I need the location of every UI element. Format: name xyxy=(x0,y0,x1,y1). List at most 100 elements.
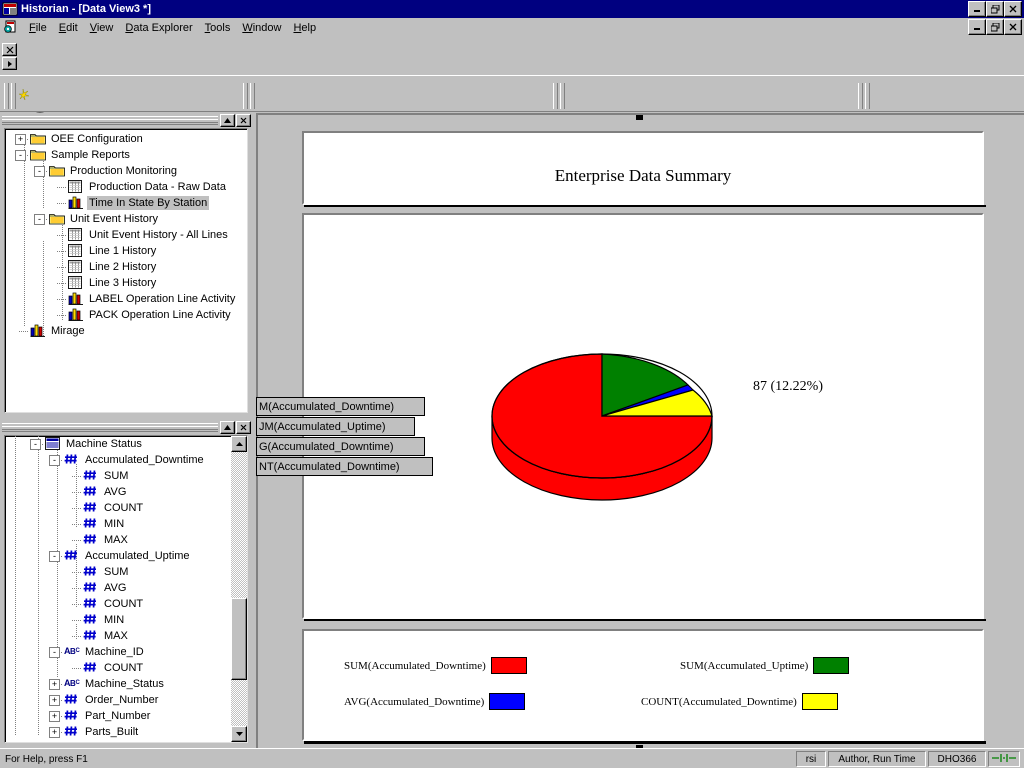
tree-node-label: OEE Configuration xyxy=(51,133,143,145)
legend-item[interactable]: SUM(Accumulated_Uptime) xyxy=(680,657,850,674)
tree-node[interactable]: COUNT xyxy=(83,500,145,516)
mdi-minimize-button[interactable] xyxy=(968,19,986,35)
tree-node[interactable]: Accumulated_Downtime xyxy=(64,452,206,468)
tree-collapse-button[interactable]: - xyxy=(34,166,45,177)
report-title-panel[interactable]: Enterprise Data Summary xyxy=(302,131,984,205)
series-label[interactable]: JM(Accumulated_Uptime) xyxy=(256,417,415,436)
reports-panel-grip[interactable] xyxy=(0,114,252,127)
tree-expand-button[interactable]: + xyxy=(49,727,60,738)
tree-node[interactable]: A B C Machine_ID xyxy=(64,644,146,660)
tree-collapse-button[interactable]: - xyxy=(15,150,26,161)
tree-node[interactable]: Part_Number xyxy=(64,708,152,724)
sparkle-icon xyxy=(18,88,32,105)
tree-node[interactable]: LABEL Operation Line Activity xyxy=(68,291,237,307)
tree-collapse-button[interactable]: - xyxy=(49,551,60,562)
tree-node[interactable]: Accumulated_Uptime xyxy=(64,548,192,564)
tree-node[interactable]: MIN xyxy=(83,612,126,628)
tree-node[interactable]: Production Monitoring xyxy=(49,163,179,179)
tree-node[interactable]: MAX xyxy=(83,532,130,548)
pie-chart-panel[interactable]: 87 (12.22%) xyxy=(302,213,984,619)
table-icon xyxy=(45,437,61,451)
toolbar-handle[interactable] xyxy=(2,41,17,71)
legend-item[interactable]: SUM(Accumulated_Downtime) xyxy=(344,657,527,674)
tree-node[interactable]: OEE Configuration xyxy=(30,131,145,147)
mdi-close-button[interactable] xyxy=(1004,19,1022,35)
reports-panel-close-button[interactable] xyxy=(236,114,251,127)
restore-button[interactable] xyxy=(986,1,1004,17)
legend-label: AVG(Accumulated_Downtime) xyxy=(344,695,485,708)
fields-tree[interactable]: - Machine Status - Accumulated_Downtime SUM A… xyxy=(4,435,248,743)
menu-help[interactable]: Help xyxy=(293,21,317,34)
tree-collapse-button[interactable]: - xyxy=(49,455,60,466)
tree-expand-button[interactable]: + xyxy=(49,695,60,706)
tree-expand-button[interactable]: + xyxy=(49,679,60,690)
tree-node[interactable]: PACK Operation Line Activity xyxy=(68,307,233,323)
legend-item[interactable]: AVG(Accumulated_Downtime) xyxy=(344,693,526,710)
reports-tree[interactable]: + OEE Configuration - Sample Reports - Produc… xyxy=(4,128,248,413)
tree-node[interactable]: Unit Event History - All Lines xyxy=(68,227,230,243)
tree-node-label: Parts_Built xyxy=(85,726,139,738)
tree-node-label: PACK Operation Line Activity xyxy=(89,309,231,321)
tree-node[interactable]: MIN xyxy=(83,516,126,532)
menu-data-explorer[interactable]: Data Explorer xyxy=(125,21,193,34)
menu-edit[interactable]: Edit xyxy=(58,21,78,34)
chart-legend-panel[interactable]: SUM(Accumulated_Downtime) AVG(Accumulate… xyxy=(302,629,984,741)
tree-connector xyxy=(57,315,67,316)
tree-node[interactable]: Line 1 History xyxy=(68,243,158,259)
menu-tools[interactable]: Tools xyxy=(204,21,231,34)
tree-collapse-button[interactable]: - xyxy=(34,214,45,225)
fields-panel-close-button[interactable] xyxy=(236,421,251,434)
tree-node[interactable]: COUNT xyxy=(83,660,145,676)
scroll-up-button[interactable] xyxy=(231,436,247,452)
tree-node[interactable]: AVG xyxy=(83,580,128,596)
tree-node[interactable]: AVG xyxy=(83,484,128,500)
minimize-button[interactable] xyxy=(968,1,986,17)
tree-node[interactable]: Mirage xyxy=(30,323,87,339)
series-label[interactable]: G(Accumulated_Downtime) xyxy=(256,437,425,456)
grid-icon xyxy=(68,276,84,290)
menu-view[interactable]: View xyxy=(89,21,114,34)
tree-node[interactable]: Line 2 History xyxy=(68,259,158,275)
scrollbar-thumb[interactable] xyxy=(231,598,247,680)
tree-collapse-button[interactable]: - xyxy=(30,439,41,450)
mdi-restore-button[interactable] xyxy=(986,19,1004,35)
tree-expand-button[interactable]: + xyxy=(49,711,60,722)
fields-panel-collapse-button[interactable] xyxy=(220,421,235,434)
tree-expand-button[interactable]: + xyxy=(15,134,26,145)
series-label[interactable]: NT(Accumulated_Downtime) xyxy=(256,457,433,476)
pie-chart[interactable] xyxy=(488,338,788,528)
tree-node[interactable]: Line 3 History xyxy=(68,275,158,291)
number-icon xyxy=(64,549,80,563)
close-button[interactable] xyxy=(1004,1,1022,17)
menu-window[interactable]: Window xyxy=(242,21,282,34)
tree-node[interactable]: Sample Reports xyxy=(30,147,132,163)
scrollbar-track[interactable] xyxy=(231,452,247,726)
tree-node[interactable]: A B C Machine_Status xyxy=(64,676,166,692)
legend-item[interactable]: COUNT(Accumulated_Downtime) xyxy=(641,693,838,710)
document-icon[interactable] xyxy=(3,20,19,35)
tree-node-label: COUNT xyxy=(104,662,144,674)
tree-node-label: Line 1 History xyxy=(89,245,157,257)
historian-icon xyxy=(2,2,18,16)
tree-node[interactable]: Production Data - Raw Data xyxy=(68,179,228,195)
tree-node[interactable]: Machine Status xyxy=(45,436,144,452)
grip-lines xyxy=(2,116,218,125)
menu-file[interactable]: File xyxy=(29,21,47,34)
svg-text:A: A xyxy=(64,646,71,656)
tree-connector xyxy=(72,524,82,525)
tree-node[interactable]: MAX xyxy=(83,628,130,644)
tree-node[interactable]: Time In State By Station xyxy=(68,195,210,211)
tree-node-label: Unit Event History xyxy=(70,213,159,225)
tree-node[interactable]: Order_Number xyxy=(64,692,160,708)
tree-collapse-button[interactable]: - xyxy=(49,647,60,658)
tree-node[interactable]: Unit Event History xyxy=(49,211,160,227)
tree-node[interactable]: COUNT xyxy=(83,596,145,612)
series-label[interactable]: M(Accumulated_Downtime) xyxy=(256,397,425,416)
scroll-down-button[interactable] xyxy=(231,726,247,742)
tree-node[interactable]: SUM xyxy=(83,468,130,484)
tree-node[interactable]: Parts_Built xyxy=(64,724,140,740)
fields-panel-grip[interactable] xyxy=(0,421,252,434)
tree-node[interactable]: SUM xyxy=(83,564,130,580)
reports-panel-collapse-button[interactable] xyxy=(220,114,235,127)
fields-tree-scrollbar[interactable] xyxy=(231,436,247,742)
